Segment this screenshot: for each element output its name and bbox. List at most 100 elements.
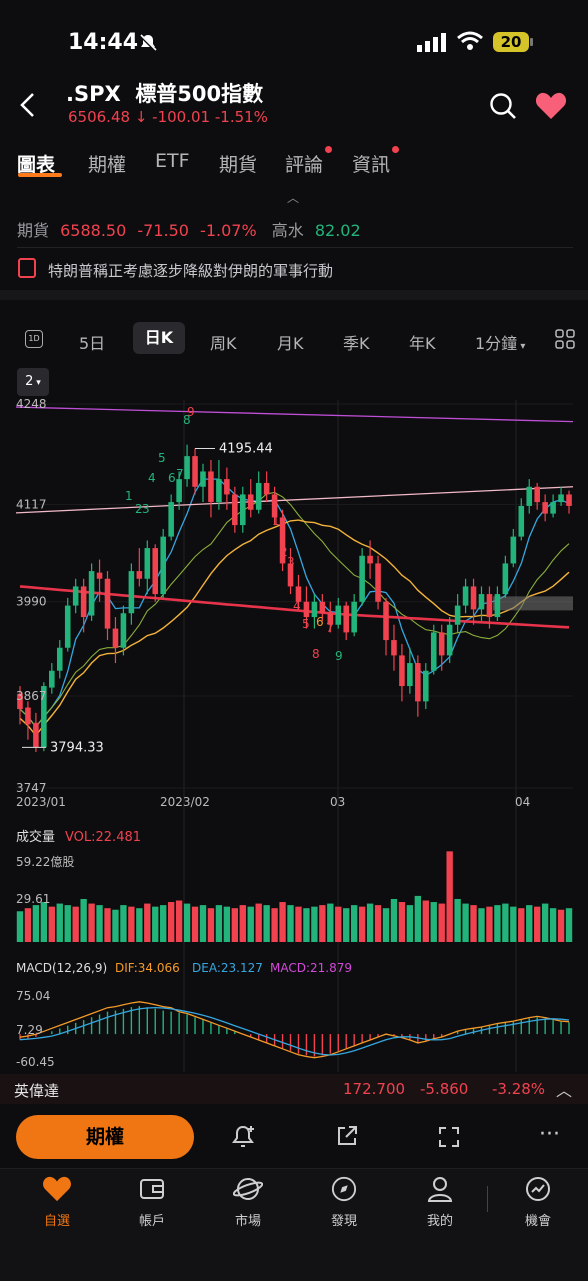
td-label-red: 6 [316,615,324,629]
tab-news[interactable]: 資訊 [352,154,391,176]
candle-body [319,601,326,614]
volume-bar [263,905,270,942]
macd-dea-line [19,1006,570,1056]
period-weekly[interactable]: 周K [210,334,237,353]
candle-body [192,456,198,487]
tab-chart[interactable]: 圖表 [17,154,56,176]
candle-body [287,563,294,587]
volume-bar [32,905,40,942]
section-divider [0,290,588,300]
nav-account-label: 帳戶 [138,1214,165,1229]
macd-dea-label: DEA:23.127 [192,961,263,975]
nav-discover[interactable]: 發現 [304,1176,384,1229]
bottom-ticker-price: 172.700 [343,1080,406,1098]
fullscreen-icon[interactable] [438,1126,460,1148]
futures-row[interactable]: 期貨 6588.50 -71.50 -1.07% 高水 82.02 [17,217,361,241]
collapse-caret-icon[interactable]: ︿ [287,191,300,205]
period-yearly[interactable]: 年K [409,334,436,353]
volume-bar [422,900,429,942]
expand-caret-icon[interactable]: ︿ [556,1081,573,1100]
tab-options[interactable]: 期權 [88,154,127,176]
volume-bar [167,902,175,942]
nav-watchlist-label: 自選 [43,1214,70,1229]
bottom-ticker-change: -5.860 [420,1080,469,1098]
battery-tip [530,38,533,46]
candle-body [56,647,63,671]
volume-bar [136,908,143,942]
period-daily[interactable]: 日K [133,322,185,354]
volume-bar [215,905,223,942]
volume-bar [311,906,318,942]
td-label-red: 2 [280,545,288,559]
volume-bar [454,898,461,942]
tab-etf[interactable]: ETF [155,150,190,172]
futures-change-pct: -1.07% [200,221,257,240]
news-headline[interactable]: 特朗普稱正考慮逐步降級對伊朗的軍事行動 [48,262,334,280]
chart-circle-icon [526,1177,550,1201]
intraday-1d-icon[interactable]: 1D [25,330,43,348]
candle-body [168,502,174,537]
x-tick-label: 2023/01 [16,795,66,809]
candle-body [279,517,286,564]
candle-body [383,601,389,641]
nav-account[interactable]: 帳戶 [112,1176,192,1229]
volume-bar [319,905,326,942]
volume-bar [56,903,63,942]
bottom-ticker-name: 英偉達 [14,1082,60,1100]
tab-futures[interactable]: 期貨 [219,154,258,176]
search-icon[interactable] [489,92,517,120]
premium-label: 高水 [271,221,304,240]
volume-bar [16,911,24,942]
candle-body [486,594,493,618]
x-tick-label: 04 [515,795,530,809]
period-quarterly[interactable]: 季K [343,334,370,353]
volume-bar [549,908,557,942]
td-label-green: 3 [142,502,150,516]
candle-body [152,548,159,595]
nav-market[interactable]: 市場 [208,1176,288,1229]
volume-bar [541,903,549,942]
more-icon[interactable]: ··· [539,1122,560,1147]
nav-profile[interactable]: 我的 [400,1176,480,1229]
price-change-pct: -1.51% [214,108,268,126]
price-change: -100.01 [152,108,211,126]
nav-opportunity[interactable]: 機會 [498,1176,578,1229]
td-label-green: 6 [168,471,176,485]
favorite-heart-icon[interactable] [535,92,567,120]
share-icon[interactable] [335,1124,359,1148]
candle-body [518,505,525,537]
nav-watchlist[interactable]: 自選 [17,1176,97,1229]
status-time: 14:44 [68,30,139,55]
bottom-ticker-bar[interactable]: 英偉達 172.700 -5.860 -3.28% ︿ [0,1074,588,1104]
td-label-green: 5 [158,451,166,465]
indicator-selector[interactable]: 2 ▾ [17,368,49,396]
volume-bar [390,898,398,942]
price-line: 6506.48 ↓ -100.01 -1.51% [68,108,268,126]
bell-muted-icon [138,33,158,53]
price-alert-icon[interactable] [231,1124,257,1150]
candle-body [49,670,55,688]
volume-bar [207,908,215,942]
options-button[interactable]: 期權 [16,1115,194,1159]
tab-comments[interactable]: 評論 [285,154,324,176]
tab-news-dot [392,146,399,153]
period-1min[interactable]: 1分鐘 ▾ [475,334,526,353]
back-icon[interactable] [18,92,36,118]
candle-body [423,670,429,702]
grid-layout-icon[interactable] [555,329,575,349]
td-label-green: 8 [183,413,191,427]
period-5d[interactable]: 5日 [79,334,106,353]
macd-ytick: 75.04 [16,989,50,1003]
volume-bar [72,906,79,942]
candle-body [263,482,270,495]
volume-bar [88,903,95,942]
macd-ytick: 7.29 [16,1023,43,1037]
period-monthly[interactable]: 月K [277,334,304,353]
candle-body [128,571,135,614]
candle-body [558,494,564,503]
candle-body [566,494,572,506]
candle-body [351,601,357,633]
volume-bar [470,905,477,942]
candle-body [104,578,111,629]
